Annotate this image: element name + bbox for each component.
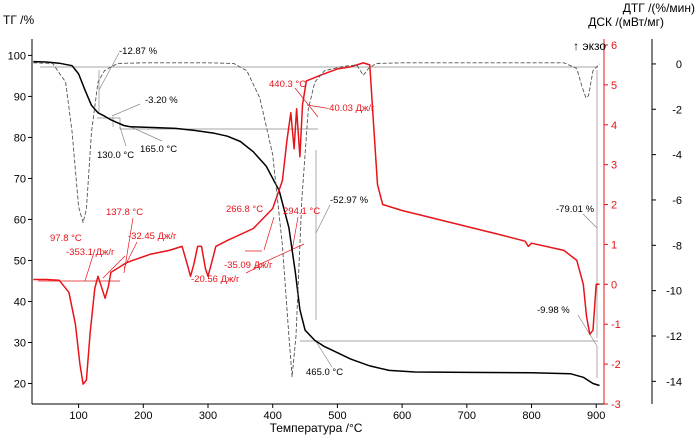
- reference-lines: [40, 52, 598, 378]
- dtg-tick-label: -6: [672, 195, 682, 207]
- dsc-leader-8: [291, 216, 299, 252]
- x-tick-label: 600: [393, 410, 411, 422]
- x-tick-label: 300: [199, 410, 217, 422]
- tg-axis-ticks: 20 30 40 50 60 70 80 90 100: [8, 50, 32, 390]
- leader-line-8: [130, 126, 163, 142]
- dsc-tick-label: 6: [611, 40, 617, 52]
- dtg-tick-label: -4: [672, 150, 682, 162]
- dsc-leader-10: [294, 87, 319, 118]
- dsc-tick-label: 1: [611, 239, 617, 251]
- tg-tick-label: 30: [14, 337, 26, 349]
- dsc-tick-label: 0: [611, 279, 617, 291]
- x-tick-label: 100: [69, 410, 87, 422]
- x-tick-label: 400: [264, 410, 282, 422]
- dtg-tick-label: 0: [676, 59, 682, 71]
- dtg-tick-label: -12: [666, 331, 682, 343]
- leader-line-6: [314, 339, 333, 368]
- tg-tick-label: 70: [14, 173, 26, 185]
- annotation-enthalpy-440: -40.03 Дж/г: [326, 103, 375, 114]
- tg-curve: [33, 60, 600, 387]
- dsc-leader-9: [255, 243, 305, 267]
- dsc-tick-label: 2: [611, 200, 617, 212]
- dsc-leader-lines: [38, 87, 327, 282]
- annotation-temp-165: 165.0 °C: [140, 144, 177, 155]
- x-tick-label: 800: [522, 410, 540, 422]
- annotation-tg-step2: -3.20 %: [145, 95, 178, 106]
- first-step-reference-line: [97, 117, 121, 129]
- dtg-tick-label: -14: [666, 376, 682, 388]
- leader-line-3: [315, 204, 331, 234]
- annotations: -12.87 % -3.20 % 130.0 °C 165.0 °C -52.9…: [50, 46, 595, 378]
- dtg-tick-label: -8: [672, 240, 682, 252]
- annotation-enthalpy-294: -35.09 Дж/г: [224, 260, 273, 271]
- dsc-tick-label: 4: [611, 120, 617, 132]
- annotation-tg-step4: -9.98 %: [537, 305, 570, 316]
- tg-tick-label: 90: [14, 91, 26, 103]
- axis-titles: Температура /°C ТГ /% ДТГ /(%/мин) ДСК /…: [3, 1, 695, 435]
- dsc-tick-label: 3: [611, 160, 617, 172]
- annotation-tg-step1: -12.87 %: [119, 46, 158, 57]
- tg-tick-label: 40: [14, 296, 26, 308]
- plot-frame: [31, 39, 653, 405]
- annotation-peak-97: 97.8 °C: [50, 233, 82, 244]
- dsc-tick-label: 5: [611, 80, 617, 92]
- annotation-peak-266: 266.8 °C: [226, 204, 263, 215]
- leader-line-7: [119, 126, 127, 147]
- annotation-temp-130: 130.0 °C: [97, 150, 134, 161]
- tg-tick-label: 50: [14, 255, 26, 267]
- dsc-tick-label: -1: [611, 319, 621, 331]
- dtg-axis-title: ДТГ /(%/мин): [623, 1, 695, 15]
- x-axis-title: Температура /°C: [270, 421, 363, 435]
- dsc-tick-label: -2: [611, 359, 621, 371]
- tg-tick-label: 20: [14, 378, 26, 390]
- x-tick-label: 500: [328, 410, 346, 422]
- annotation-peak-294: 294.1 °C: [283, 206, 320, 217]
- dsc-leader-4: [123, 241, 138, 269]
- tg-axis-title: ТГ /%: [3, 13, 34, 27]
- leader-line-2: [111, 103, 141, 117]
- x-tick-label: 700: [458, 410, 476, 422]
- tg-tick-label: 60: [14, 214, 26, 226]
- series-layer: [33, 60, 600, 387]
- dtg-tick-label: -10: [666, 286, 682, 298]
- x-axis-ticks: 100 200 300 400 500 600 700 800 900: [69, 404, 605, 422]
- dsc-tick-label: -3: [611, 399, 621, 411]
- annotation-enthalpy-266: -20.56 Дж/г: [191, 274, 240, 285]
- dsc-axis-ticks: -3 -2 -1 0 1 2 3 4 5 6: [604, 40, 621, 411]
- dsc-curve: [33, 62, 600, 385]
- leader-line-1: [98, 52, 120, 91]
- dtg-axis-ticks: 0 -2 -4 -6 -8 -10 -12 -14: [652, 59, 682, 388]
- dsc-leader-1: [84, 248, 96, 282]
- dsc-leader-2: [102, 255, 126, 279]
- dsc-leader-6: [263, 216, 275, 251]
- leader-line-4: [582, 213, 598, 229]
- leader-line-5: [577, 314, 598, 347]
- dtg-curve: [33, 62, 600, 378]
- annotation-temp-465: 465.0 °C: [306, 367, 343, 378]
- exo-label: ↑ экзо: [573, 39, 606, 53]
- annotation-peak-440: 440.3 °C: [269, 79, 306, 90]
- dsc-leader-11: [306, 104, 327, 109]
- tg-tick-label: 80: [14, 132, 26, 144]
- dsc-leader-7: [245, 265, 261, 274]
- annotation-tg-step3: -52.97 %: [330, 195, 369, 206]
- x-tick-label: 900: [587, 410, 605, 422]
- dtg-tick-label: -2: [672, 104, 682, 116]
- annotation-peak-137: 137.8 °C: [106, 207, 143, 218]
- annotation-enthalpy-137: -32.45 Дж/г: [128, 231, 177, 242]
- annotation-enthalpy-97: -353.1 Дж/г: [66, 247, 115, 258]
- annotation-total-loss: -79.01 %: [556, 204, 595, 215]
- tg-tick-label: 100: [8, 50, 26, 62]
- x-tick-label: 200: [134, 410, 152, 422]
- dsc-axis-title: ДСК /(мВт/мг): [588, 15, 664, 29]
